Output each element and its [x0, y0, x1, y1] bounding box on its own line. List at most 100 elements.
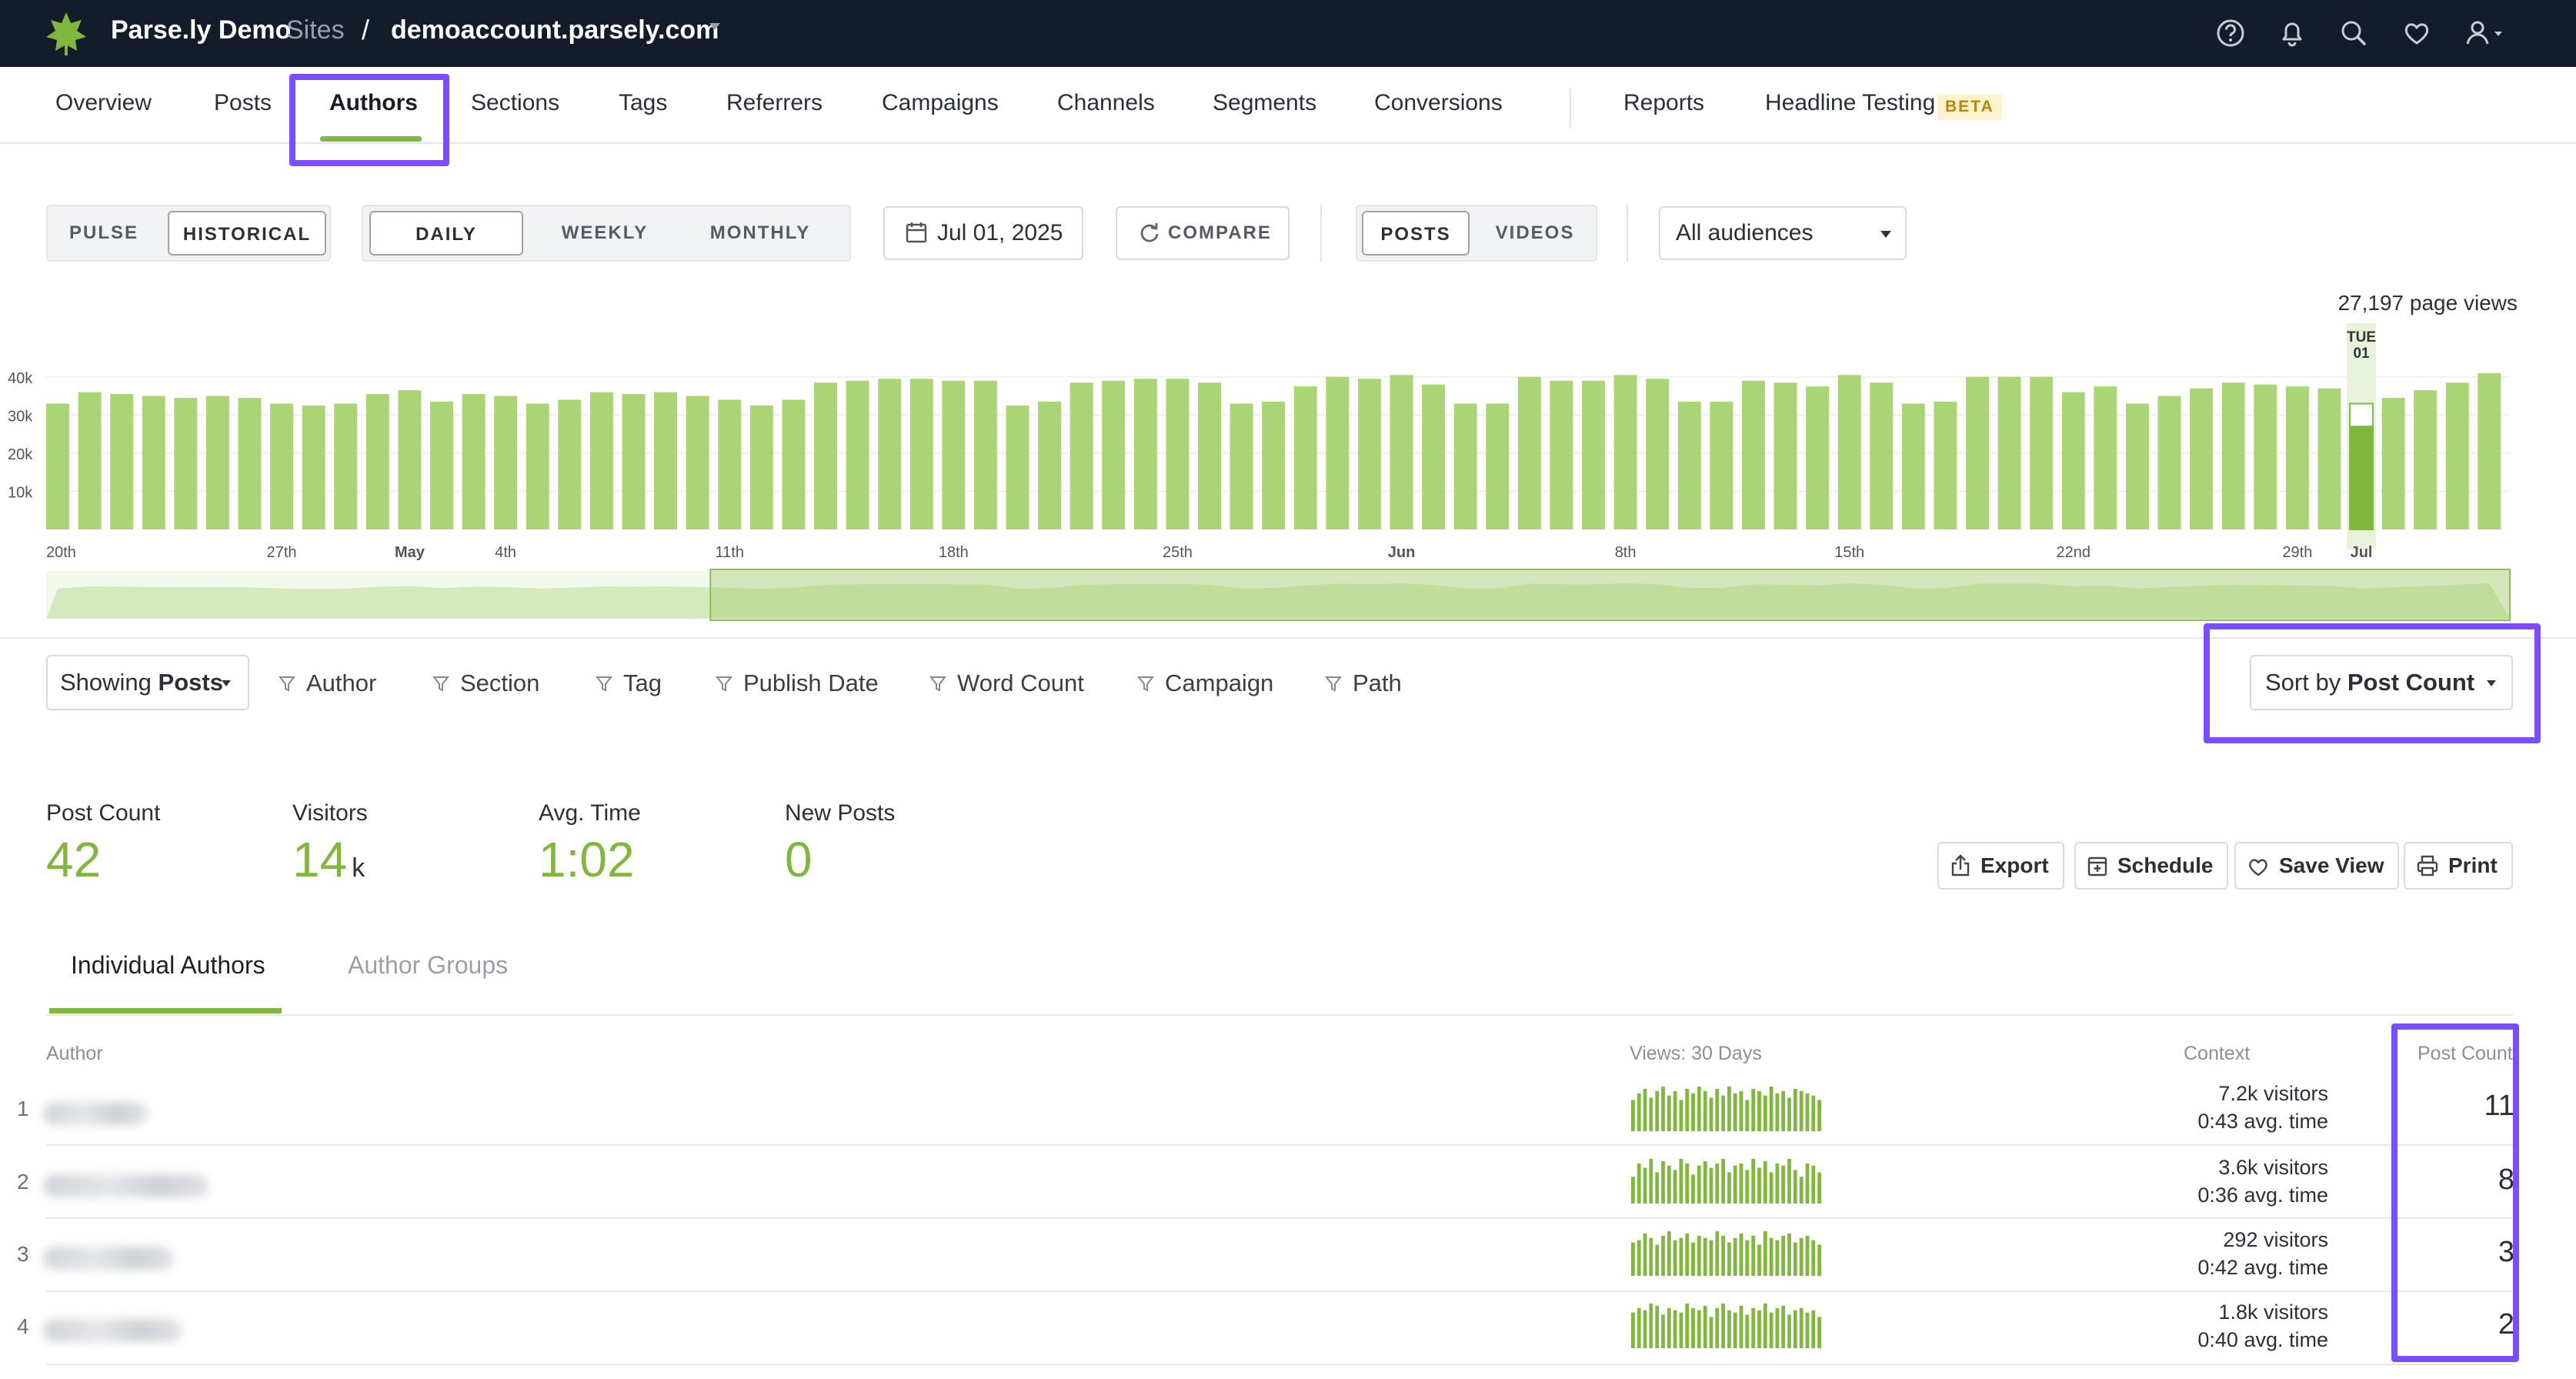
sparkline-bar [1649, 1237, 1653, 1276]
monthly-button[interactable]: MONTHLY [709, 222, 811, 243]
authors-tab-highlight [289, 74, 449, 166]
date-picker[interactable]: Jul 01, 2025 [883, 206, 1083, 260]
help-icon[interactable] [2214, 17, 2247, 49]
tab-segments[interactable]: Segments [1213, 90, 1317, 115]
posts-button[interactable]: POSTS [1362, 211, 1470, 255]
sparkline-bar [1709, 1097, 1713, 1131]
bar [782, 399, 806, 529]
top-bar: Parse.ly Demo Sites / demoaccount.parsel… [0, 0, 2576, 67]
daily-button[interactable]: DAILY [369, 211, 523, 255]
historical-button[interactable]: HISTORICAL [168, 211, 326, 255]
context-column-header[interactable]: Context [2184, 1043, 2251, 1064]
views-column-header[interactable]: Views: 30 Days [1630, 1043, 1762, 1064]
bar [1934, 401, 1957, 529]
videos-button[interactable]: VIDEOS [1495, 222, 1575, 243]
filter-campaign[interactable]: Campaign [1137, 669, 1273, 697]
printer-icon [2417, 855, 2438, 876]
row-visitors: 3.6k visitors [2218, 1156, 2328, 1180]
caret-down-icon [222, 680, 231, 686]
export-button[interactable]: Export [1937, 842, 2064, 890]
sites-link[interactable]: Sites [286, 15, 345, 45]
tab-author-groups[interactable]: Author Groups [348, 951, 509, 979]
brand-name[interactable]: Parse.ly Demo [111, 15, 292, 45]
schedule-button[interactable]: Schedule [2074, 842, 2229, 890]
compare-button[interactable]: COMPARE [1116, 206, 1290, 260]
author-name-redacted[interactable] [43, 1247, 174, 1270]
bar [270, 403, 294, 529]
sparkline-bar [1715, 1307, 1720, 1348]
showing-prefix: Showing [60, 669, 152, 696]
sparkline-bar [1637, 1307, 1641, 1348]
post-count-column-header[interactable]: Post Count [2418, 1043, 2513, 1064]
showing-select[interactable]: Showing Posts [46, 655, 249, 710]
filter-tag[interactable]: Tag [596, 669, 662, 697]
sparkline-bar [1667, 1165, 1671, 1204]
sparkline-bar [1673, 1170, 1677, 1204]
chevron-down-icon[interactable] [709, 23, 720, 30]
bell-icon[interactable] [2276, 17, 2308, 49]
sparkline-bar [1661, 1235, 1665, 1276]
export-label: Export [1980, 853, 2049, 877]
tab-tags[interactable]: Tags [619, 90, 668, 115]
x-tick-label: 20th [46, 544, 76, 561]
bar [2094, 386, 2117, 529]
bar [334, 403, 358, 529]
user-icon[interactable] [2462, 17, 2508, 49]
sparkline-bar [1739, 1305, 1743, 1348]
sparkline-bar [1787, 1233, 1791, 1276]
site-domain[interactable]: demoaccount.parsely.com [391, 15, 719, 45]
tab-referrers[interactable]: Referrers [726, 90, 823, 115]
search-icon[interactable] [2337, 17, 2370, 49]
filter-author[interactable]: Author [279, 669, 376, 697]
print-button[interactable]: Print [2404, 842, 2513, 890]
filter-word-count[interactable]: Word Count [929, 669, 1084, 697]
sparkline-bar [1631, 1177, 1635, 1204]
author-name-redacted[interactable] [43, 1174, 209, 1197]
parsely-logo-icon[interactable] [45, 9, 88, 57]
tab-overview[interactable]: Overview [55, 90, 152, 115]
sort-highlight [2204, 623, 2541, 743]
sparkline-bar [1793, 1088, 1797, 1131]
filter-section[interactable]: Section [432, 669, 539, 697]
bar [365, 394, 389, 529]
tab-posts[interactable]: Posts [214, 90, 272, 115]
sparkline-bar [1805, 1093, 1810, 1131]
sparkline-bar [1757, 1310, 1761, 1348]
bar [2317, 388, 2341, 529]
sparkline-bar [1703, 1237, 1707, 1276]
sparkline-bar [1727, 1242, 1731, 1276]
filter-publish-date[interactable]: Publish Date [716, 669, 879, 697]
x-tick-label: 4th [495, 544, 516, 561]
tab-channels[interactable]: Channels [1057, 90, 1155, 115]
tab-campaigns[interactable]: Campaigns [882, 90, 999, 115]
bar [1550, 380, 1573, 529]
tab-conversions[interactable]: Conversions [1374, 90, 1503, 115]
selected-day-label: TUE [2347, 329, 2376, 346]
audience-select[interactable]: All audiences [1659, 206, 1907, 260]
sparkline-bar [1733, 1165, 1737, 1204]
x-tick-label: 11th [716, 544, 744, 561]
heart-icon[interactable] [2401, 17, 2433, 49]
author-column-header[interactable]: Author [46, 1043, 103, 1064]
tab-reports[interactable]: Reports [1623, 90, 1705, 115]
tab-individual-authors[interactable]: Individual Authors [71, 951, 265, 979]
filter-icon [279, 676, 295, 692]
author-name-redacted[interactable] [43, 1102, 148, 1125]
tab-headline-testing[interactable]: Headline Testing [1765, 90, 1936, 115]
save-view-button[interactable]: Save View [2234, 842, 2400, 890]
y-tick-label: 30k [8, 408, 33, 425]
print-label: Print [2448, 853, 2498, 877]
tab-sections[interactable]: Sections [471, 90, 560, 115]
filter-path[interactable]: Path [1325, 669, 1402, 697]
pulse-button[interactable]: PULSE [68, 222, 138, 243]
sparkline-bar [1811, 1165, 1816, 1204]
tab-authors[interactable]: Authors [329, 90, 418, 115]
sparkline-bar [1757, 1167, 1761, 1204]
author-name-redacted[interactable] [43, 1319, 182, 1342]
sparkline-bar [1805, 1235, 1810, 1276]
bar [1006, 405, 1029, 529]
sparkline-bar [1637, 1163, 1641, 1204]
sort-select[interactable]: Sort by Post Count [2250, 655, 2513, 710]
weekly-button[interactable]: WEEKLY [561, 222, 649, 243]
